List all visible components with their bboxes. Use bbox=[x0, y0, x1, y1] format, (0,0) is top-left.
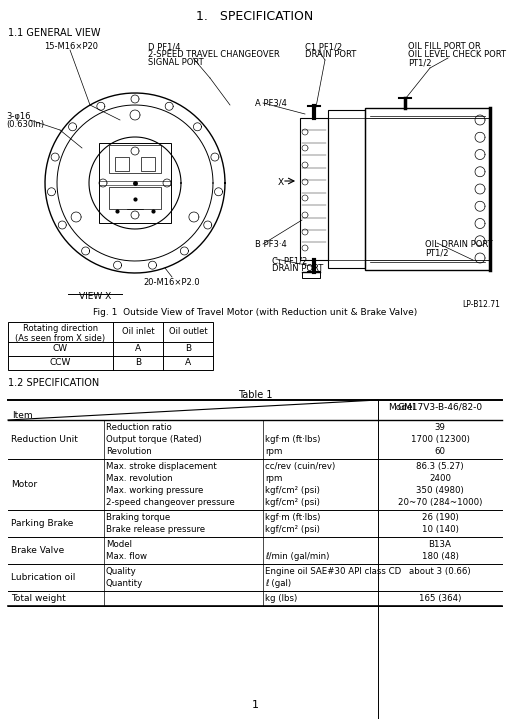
Text: Output torque (Rated): Output torque (Rated) bbox=[106, 435, 202, 444]
Text: CCW: CCW bbox=[50, 358, 71, 367]
Text: C1 PF1/2: C1 PF1/2 bbox=[304, 42, 342, 51]
Text: Quality: Quality bbox=[106, 567, 136, 576]
Text: B13A: B13A bbox=[428, 540, 450, 549]
Text: Parking Brake: Parking Brake bbox=[11, 519, 73, 528]
Text: Max. stroke displacement: Max. stroke displacement bbox=[106, 462, 216, 471]
Text: 39: 39 bbox=[434, 423, 444, 432]
Text: X: X bbox=[277, 178, 284, 187]
Text: A PF3/4: A PF3/4 bbox=[254, 98, 287, 107]
Text: Model: Model bbox=[106, 540, 132, 549]
Text: Brake Valve: Brake Valve bbox=[11, 546, 64, 555]
Text: Rotating direction
(As seen from X side): Rotating direction (As seen from X side) bbox=[15, 324, 105, 344]
Text: Revolution: Revolution bbox=[106, 447, 152, 456]
Text: Oil outlet: Oil outlet bbox=[168, 327, 207, 336]
Text: VIEW X: VIEW X bbox=[79, 292, 111, 301]
Bar bbox=[364, 108, 489, 270]
Text: B: B bbox=[185, 344, 191, 353]
Text: kgf·m (ft·lbs): kgf·m (ft·lbs) bbox=[265, 513, 320, 522]
Text: 10 (140): 10 (140) bbox=[421, 525, 458, 534]
Bar bbox=[8, 322, 213, 370]
Text: about 3 (0.66): about 3 (0.66) bbox=[408, 567, 470, 576]
Text: Item: Item bbox=[12, 411, 33, 420]
Text: kgf/cm² (psi): kgf/cm² (psi) bbox=[265, 525, 319, 534]
Text: D PF1/4: D PF1/4 bbox=[148, 42, 180, 51]
Text: GM17V3-B-46/82-0: GM17V3-B-46/82-0 bbox=[397, 403, 482, 412]
Text: DRAIN PORT: DRAIN PORT bbox=[304, 50, 356, 59]
Text: A: A bbox=[185, 358, 191, 367]
Bar bbox=[109, 145, 161, 173]
Text: 2-speed changeover pressure: 2-speed changeover pressure bbox=[106, 498, 234, 507]
Bar bbox=[115, 157, 129, 171]
Text: 20-M16×P2.0: 20-M16×P2.0 bbox=[144, 278, 200, 287]
Text: 180 (48): 180 (48) bbox=[421, 552, 458, 561]
Text: C₁ PF1/2: C₁ PF1/2 bbox=[271, 256, 306, 265]
Text: Motor: Motor bbox=[11, 480, 37, 489]
Text: OIL DRAIN PORT: OIL DRAIN PORT bbox=[424, 240, 492, 249]
Text: 26 (190): 26 (190) bbox=[421, 513, 458, 522]
Text: kgf·m (ft·lbs): kgf·m (ft·lbs) bbox=[265, 435, 320, 444]
Text: 1700 (12300): 1700 (12300) bbox=[410, 435, 468, 444]
Bar bbox=[109, 187, 161, 209]
Text: CW: CW bbox=[53, 344, 68, 353]
Text: 2-SPEED TRAVEL CHANGEOVER: 2-SPEED TRAVEL CHANGEOVER bbox=[148, 50, 279, 59]
Text: 165 (364): 165 (364) bbox=[418, 594, 460, 603]
Text: Fig. 1  Outside View of Travel Motor (with Reduction unit & Brake Valve): Fig. 1 Outside View of Travel Motor (wit… bbox=[93, 308, 416, 317]
Text: Oil inlet: Oil inlet bbox=[122, 327, 154, 336]
Text: Table 1: Table 1 bbox=[237, 390, 272, 400]
Bar bbox=[140, 157, 155, 171]
Text: kgf/cm² (psi): kgf/cm² (psi) bbox=[265, 498, 319, 507]
Text: OIL FILL PORT OR: OIL FILL PORT OR bbox=[407, 42, 480, 51]
Text: Max. flow: Max. flow bbox=[106, 552, 147, 561]
Text: 20~70 (284~1000): 20~70 (284~1000) bbox=[397, 498, 481, 507]
Text: 86.3 (5.27): 86.3 (5.27) bbox=[415, 462, 463, 471]
Bar bbox=[301, 272, 319, 278]
Text: cc/rev (cuin/rev): cc/rev (cuin/rev) bbox=[265, 462, 334, 471]
Text: PT1/2: PT1/2 bbox=[407, 58, 431, 67]
Text: DRAIN PORT: DRAIN PORT bbox=[271, 264, 323, 273]
Text: kg (lbs): kg (lbs) bbox=[265, 594, 297, 603]
Text: Max. revolution: Max. revolution bbox=[106, 474, 172, 483]
Text: 1.   SPECIFICATION: 1. SPECIFICATION bbox=[196, 10, 313, 23]
Text: B: B bbox=[135, 358, 141, 367]
Text: Braking torque: Braking torque bbox=[106, 513, 170, 522]
Text: kgf/cm² (psi): kgf/cm² (psi) bbox=[265, 486, 319, 495]
Text: 350 (4980): 350 (4980) bbox=[415, 486, 463, 495]
Text: Max. working pressure: Max. working pressure bbox=[106, 486, 203, 495]
Text: 1.1 GENERAL VIEW: 1.1 GENERAL VIEW bbox=[8, 28, 100, 38]
Bar bbox=[299, 118, 327, 260]
Text: LP-B12.71: LP-B12.71 bbox=[461, 300, 499, 309]
Text: SIGNAL PORT: SIGNAL PORT bbox=[148, 58, 203, 67]
Bar bbox=[99, 143, 171, 223]
Text: Reduction ratio: Reduction ratio bbox=[106, 423, 172, 432]
Text: ℓ (gal): ℓ (gal) bbox=[265, 579, 291, 588]
Text: Brake release pressure: Brake release pressure bbox=[106, 525, 205, 534]
Text: Model: Model bbox=[387, 403, 414, 412]
Text: rpm: rpm bbox=[265, 447, 282, 456]
Text: Reduction Unit: Reduction Unit bbox=[11, 435, 78, 444]
Text: OIL LEVEL CHECK PORT: OIL LEVEL CHECK PORT bbox=[407, 50, 505, 59]
Text: 1.2 SPECIFICATION: 1.2 SPECIFICATION bbox=[8, 378, 99, 388]
Text: 1: 1 bbox=[251, 700, 258, 710]
Text: 2400: 2400 bbox=[428, 474, 450, 483]
Text: rpm: rpm bbox=[265, 474, 282, 483]
Text: ℓ/min (gal/min): ℓ/min (gal/min) bbox=[265, 552, 329, 561]
Text: Total weight: Total weight bbox=[11, 594, 66, 603]
Text: Quantity: Quantity bbox=[106, 579, 143, 588]
Bar bbox=[327, 110, 364, 268]
Text: 15-M16×P20: 15-M16×P20 bbox=[44, 42, 98, 51]
Text: (0.630in): (0.630in) bbox=[6, 120, 44, 129]
Text: 60: 60 bbox=[434, 447, 445, 456]
Text: Lubrication oil: Lubrication oil bbox=[11, 573, 75, 582]
Text: Engine oil SAE#30 API class CD: Engine oil SAE#30 API class CD bbox=[265, 567, 401, 576]
Text: 3-φ16: 3-φ16 bbox=[6, 112, 31, 121]
Text: A: A bbox=[135, 344, 141, 353]
Text: B PF3·4: B PF3·4 bbox=[254, 240, 286, 249]
Text: PT1/2: PT1/2 bbox=[424, 248, 447, 257]
